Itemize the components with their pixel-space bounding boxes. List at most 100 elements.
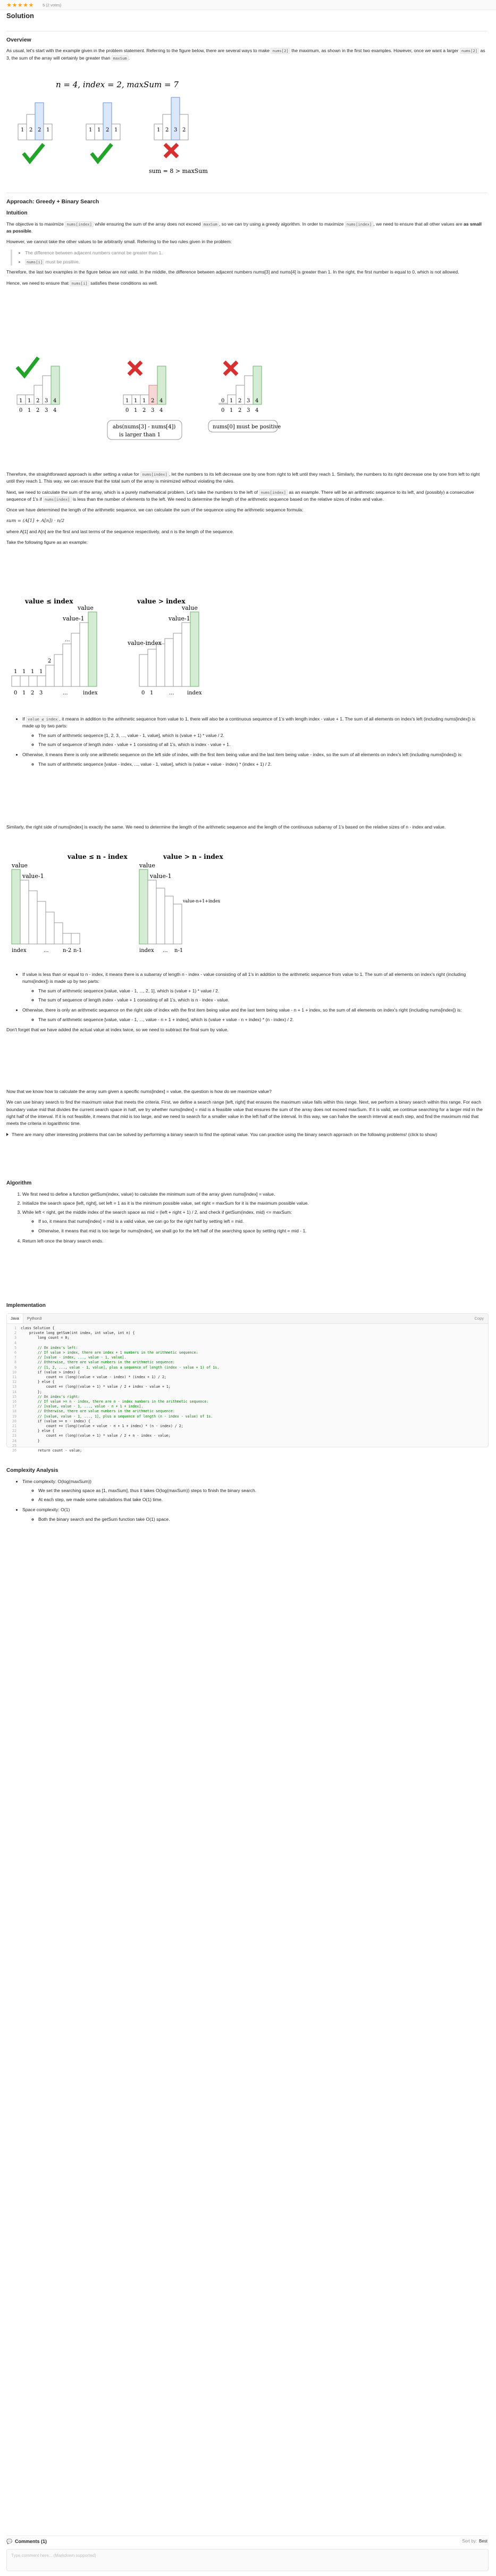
bsearch-toggle[interactable]: There are many other interesting problem… [6,1131,487,1138]
fig2-valid: 1 1 2 3 4 0 1 2 3 4 [15,356,60,413]
space-complexity: Space complexity: O(1) [22,1506,487,1513]
svg-text:3: 3 [45,398,48,404]
fig1-a2-v2: 2 [106,127,109,133]
sort-dropdown[interactable]: Best [478,2539,487,2544]
tab-java[interactable]: Java [7,1314,23,1323]
right-case-1: If value is less than or equal to n - in… [22,971,487,985]
svg-text:2: 2 [142,408,146,413]
right-case-p1: Similarly, the right side of nums[index]… [6,824,446,830]
svg-text:value-n+1+index: value-n+1+index [182,899,221,904]
bsearch-p1: Now that we know how to calculate the ar… [6,1089,272,1094]
algorithm-step-3b: Otherwise, it means that mid is too larg… [38,1228,487,1235]
fig1-a1-v1: 2 [29,127,32,133]
code-line: 6 // If value > index, there are index +… [14,1351,198,1355]
fig4-right: value value-1 value-n+1+index index ... … [139,862,221,954]
copy-button[interactable]: Copy [474,1316,484,1321]
svg-text:...: ... [44,948,49,954]
svg-text:0: 0 [19,408,22,413]
svg-text:2: 2 [151,398,154,404]
svg-text:1: 1 [230,398,233,404]
left-side-figure: value ≤ index value > index 1 1 1 1 2 ..… [11,598,202,696]
svg-text:value-1: value-1 [149,873,172,880]
check-icon [90,143,113,164]
complexity-section: Complexity Analysis Time complexity: O(l… [6,1463,487,1526]
fig1-array-1: 1 2 2 1 [18,102,53,164]
fig3-left: 1 1 1 1 2 ... value-1 value 0 1 2 3 ... … [11,604,98,696]
right-case-list: If value is less than or equal to n - in… [6,971,487,1037]
code-line: 22 } else { [12,1429,55,1434]
svg-text:1: 1 [14,669,17,675]
svg-text:2: 2 [238,408,241,413]
svg-text:index: index [83,690,98,696]
check-icon [22,143,45,164]
svg-text:0: 0 [14,690,17,696]
svg-text:n-1: n-1 [174,948,183,954]
overview-section: Overview As usual, let's start with the … [6,31,487,65]
sort-label: Sort by: [462,2539,477,2544]
left-case-2-sum: The sum of arithmetic sequence [value - … [38,761,487,768]
code-lines: 1 class Solution {2 private long getSum(i… [7,1324,488,1455]
comment-placeholder: Type comment here... (Markdown supported… [11,2553,96,2558]
svg-text:value > index: value > index [137,598,186,605]
fig1-a1-v3: 1 [46,127,49,133]
algorithm-section: Algorithm We first need to define a func… [6,1176,487,1248]
algorithm-heading: Algorithm [6,1180,32,1186]
code-line: 24 } [12,1438,40,1443]
article-header: ★★★★★ 5 (2 votes) [0,0,496,10]
fig2-invalid-zero: 0 1 2 3 4 0 1 2 3 4 nums[0] must be posi… [208,360,281,433]
svg-text:value ≤ n - index: value ≤ n - index [67,853,128,860]
approach-section: Approach: Greedy + Binary Search Intuiti… [6,193,487,291]
svg-text:value-index: value-index [127,640,162,647]
rule-1: The difference between adjacent numbers … [25,250,487,256]
cross-icon [127,360,143,376]
svg-text:0: 0 [125,408,129,413]
svg-text:3: 3 [39,690,43,696]
intuition-p1: The objective is to maximize nums[index]… [6,221,482,234]
fig1-a2-v0: 1 [89,127,92,133]
right-side-figure: value ≤ n - index value > n - index valu… [11,853,223,954]
expand-triangle-icon[interactable] [6,1132,9,1136]
fig1-a2-v3: 1 [114,127,117,133]
svg-text:2: 2 [36,398,39,404]
svg-text:4: 4 [53,408,56,413]
code-line: 17 // [value, value - 1, ..., value - n … [12,1404,144,1409]
code-line: 20 if (value >= n - index) { [12,1419,91,1423]
algorithm-step-1: We first need to define a function getSu… [22,1191,487,1198]
tab-python3[interactable]: Python3 [27,1316,42,1321]
algorithm-step-3: While left < right, get the middle index… [22,1209,487,1216]
fig1-a3-v2: 3 [174,127,177,133]
svg-text:4: 4 [255,408,258,413]
fig2-invalid-diff: 1 1 1 2 4 0 1 2 3 4 abs(nums[3] - nums[4… [107,360,182,440]
code-line: 16 // If value >= n - index, there are n… [12,1399,209,1404]
time-complexity-note-1: We set the searching space as [1, maxSum… [38,1487,487,1494]
right-case-intro: Similarly, the right side of nums[index]… [6,824,487,834]
rules-quote: The difference between adjacent numbers … [11,249,487,266]
svg-text:0: 0 [221,398,224,404]
svg-text:index: index [12,948,27,954]
implementation-heading: Implementation [6,1303,46,1308]
code-line: 15 // On index's right: [12,1394,80,1399]
svg-text:2: 2 [36,408,39,413]
arith-p3: Once we have determined the length of th… [6,507,304,513]
fig1-a1-v0: 1 [21,127,24,133]
algorithm-step-4: Return left once the binary search ends. [22,1238,487,1245]
comment-input[interactable]: Type comment here... (Markdown supported… [6,2549,489,2571]
svg-text:2: 2 [238,398,241,404]
svg-text:value > n - index: value > n - index [163,853,223,860]
left-case-1-sum-2: The sum of sequence of length index - va… [38,741,487,748]
svg-text:1: 1 [22,690,26,696]
code-line: 18 // Otherwise, there are value numbers… [12,1409,175,1414]
code-line: 19 // [value, value - 1, ..., 1], plus a… [12,1414,213,1419]
fig3-right: value-index value-1 value 0 1 ... index [127,604,202,696]
svg-text:2: 2 [48,658,51,664]
left-case-2: Otherwise, it means there is only one ar… [22,751,487,758]
svg-text:value: value [181,604,198,611]
svg-text:...: ... [63,690,68,696]
code-block: Java Python3 Copy 1 class Solution {2 priv… [6,1313,489,1453]
rating-stars[interactable]: ★★★★★ [6,2,34,9]
svg-text:1: 1 [39,669,43,675]
svg-text:1: 1 [31,669,34,675]
arith-p4: where A[1] and A[n] are the first and la… [6,528,234,534]
left-case-1: If value ≤ index, it means in addition t… [22,716,487,748]
svg-text:value-1: value-1 [62,615,85,622]
